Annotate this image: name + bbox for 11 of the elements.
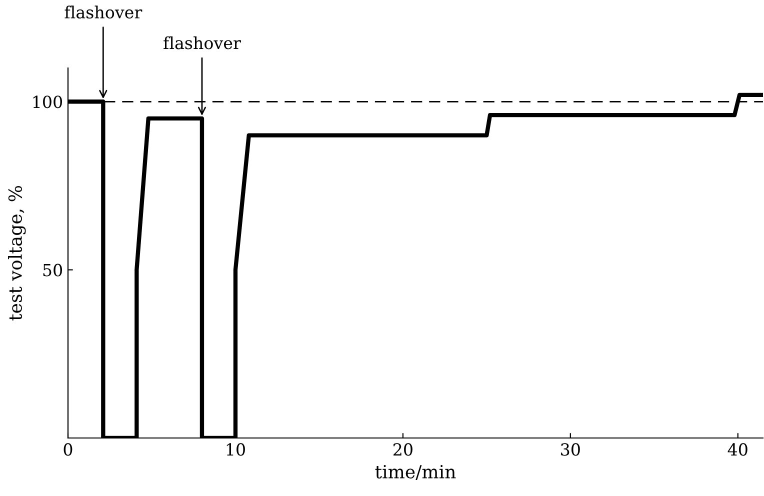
y-tick-label: 100 [33,96,62,108]
y-tick-label: 50 [43,264,62,276]
annotation: flashover [164,36,241,50]
x-tick-label: 10 [226,443,245,456]
x-tick-label: 20 [393,443,412,456]
x-tick-label: 30 [561,443,580,456]
y-axis-title: test voltage, % [8,186,26,320]
x-axis-title: time/min [375,464,456,480]
x-tick-label: 40 [728,443,748,456]
x-tick-label: 0 [64,443,72,456]
annotation: flashover [64,6,142,19]
